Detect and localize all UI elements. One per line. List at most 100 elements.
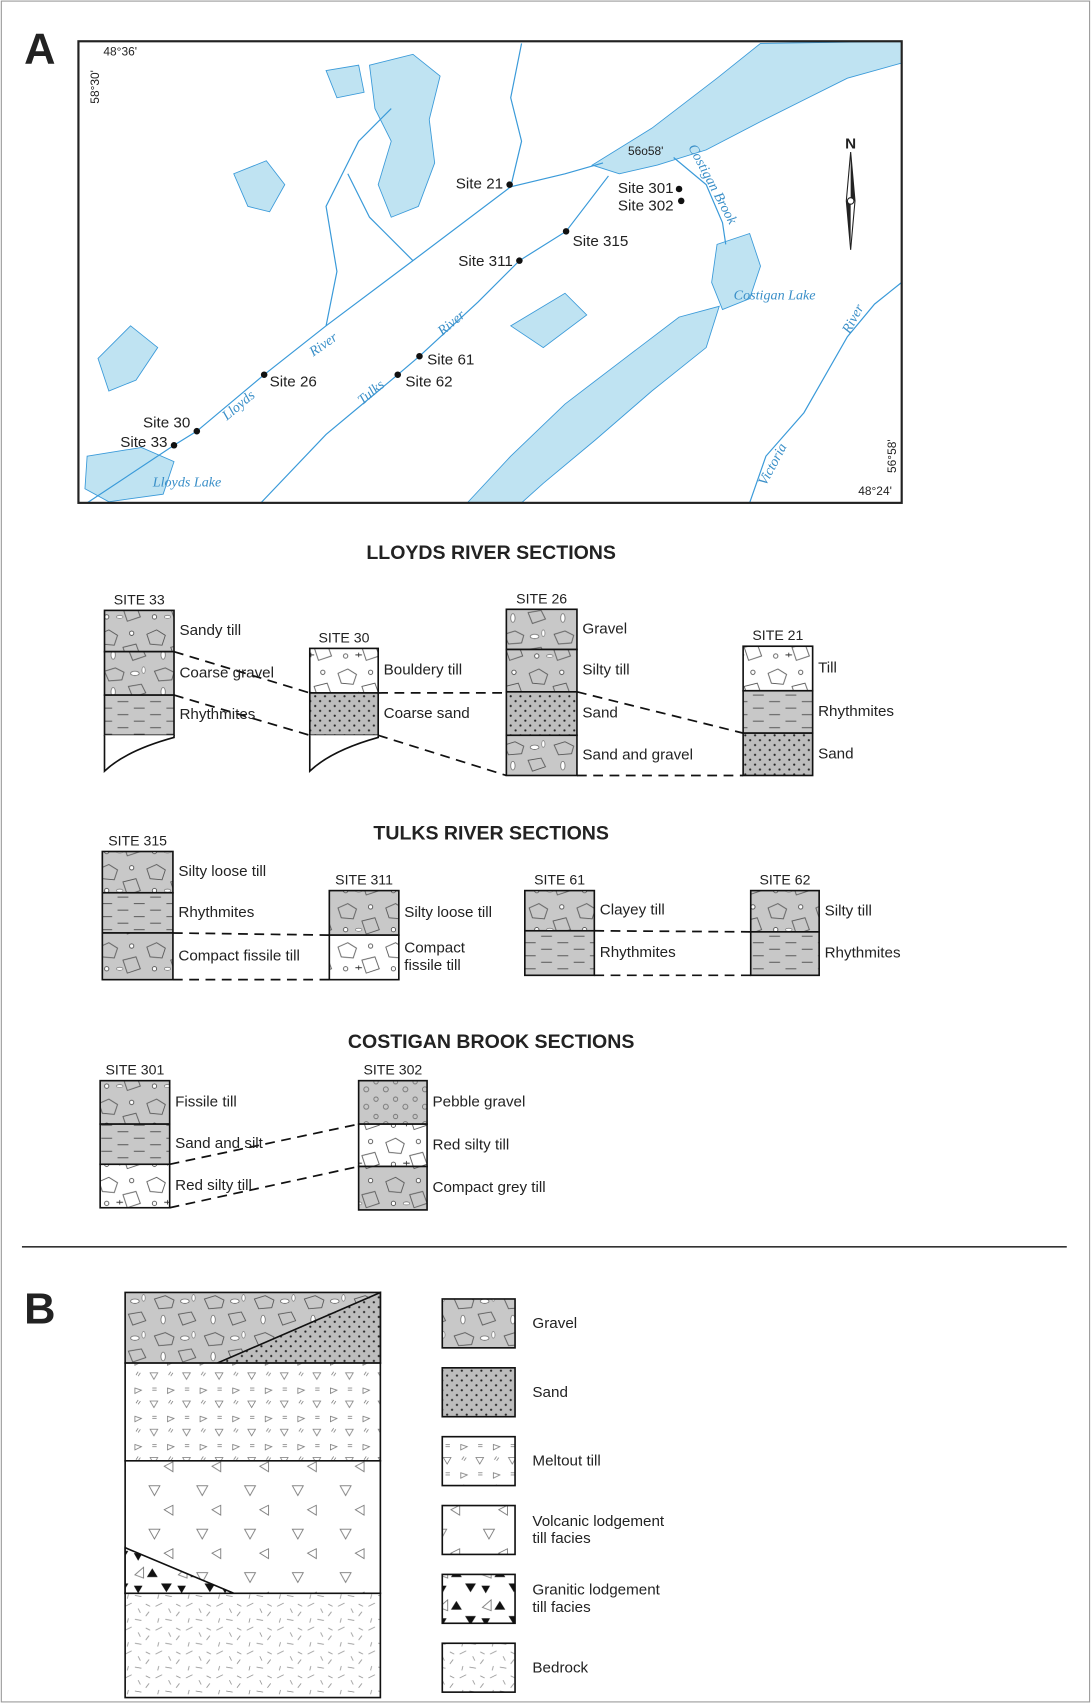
site-name: SITE 33: [114, 591, 165, 607]
panel-label: A: [24, 26, 55, 74]
site-name: SITE 62: [759, 872, 810, 888]
layer: [102, 933, 173, 980]
layer: [525, 931, 595, 976]
layer-label: Sandy till: [179, 622, 241, 639]
layer: [506, 649, 577, 691]
site-marker: [516, 257, 523, 264]
layer-label: Red silty till: [433, 1136, 510, 1153]
site-name: SITE 26: [516, 590, 567, 606]
layer: [310, 648, 378, 693]
north-label: N: [845, 135, 856, 152]
site-marker: [261, 371, 268, 378]
correlation-line: [173, 933, 329, 935]
site-name: SITE 301: [105, 1062, 164, 1078]
site-label: Site 315: [573, 233, 629, 250]
layer: [102, 852, 173, 893]
coordinate: 58°30': [88, 70, 102, 104]
layer: [329, 935, 399, 980]
layer-label: Rhythmites: [825, 945, 901, 962]
site-label: Site 26: [270, 373, 317, 390]
site-name: SITE 311: [335, 872, 393, 888]
layer: [359, 1081, 427, 1124]
site-label: Site 61: [427, 352, 474, 369]
legend-swatch: [442, 1437, 515, 1486]
legend-label: Gravel: [532, 1315, 577, 1332]
panel-b-column: [125, 1292, 380, 1697]
layer: [100, 1164, 170, 1207]
layer: [105, 695, 175, 735]
section-base: [310, 735, 378, 771]
layer: [329, 891, 399, 936]
section-base: [105, 735, 175, 771]
layer: [102, 893, 173, 933]
legend-swatch: [442, 1368, 515, 1417]
legend-label-line: Volcanic lodgement: [532, 1513, 664, 1530]
layer: [105, 652, 175, 695]
site-marker: [194, 428, 201, 435]
site-name: SITE 21: [752, 627, 803, 643]
coordinate: 48°36': [103, 44, 137, 58]
layer: [525, 891, 595, 931]
site-label: Site 21: [456, 176, 503, 193]
site-name: SITE 61: [534, 872, 585, 888]
legend-label: Sand: [532, 1384, 567, 1401]
layer: [125, 1363, 380, 1461]
place-name: Lloyds Lake: [152, 475, 222, 491]
site-marker: [171, 442, 178, 449]
layer-label: Fissile till: [175, 1093, 237, 1110]
site-marker: [416, 353, 423, 360]
layer-label: Rhythmites: [178, 904, 254, 921]
layer-label: Pebble gravel: [433, 1093, 526, 1110]
legend-label: Bedrock: [532, 1659, 588, 1676]
legend-label-line: till facies: [532, 1530, 591, 1547]
layer: [751, 932, 819, 975]
layer: [506, 735, 577, 775]
legend-swatch: [442, 1506, 515, 1555]
layer-label: Sand: [818, 745, 853, 762]
layer: [100, 1124, 170, 1164]
layer: [743, 733, 813, 775]
site-label: Site 62: [405, 373, 452, 390]
layer: [751, 891, 819, 932]
layer: [359, 1124, 427, 1166]
layer-label: Rhythmites: [179, 706, 255, 723]
coordinate: 56o58': [628, 144, 663, 158]
layer: [743, 691, 813, 733]
legend-label: Meltout till: [532, 1453, 600, 1470]
layer-label-line: fissile till: [404, 957, 461, 974]
layer-label: Coarse gravel: [179, 664, 274, 681]
layer-label: Compact fissile till: [178, 947, 300, 964]
correlation-line: [594, 931, 750, 932]
layer: [506, 692, 577, 735]
section-title: TULKS RIVER SECTIONS: [373, 822, 608, 844]
layer-label: Red silty till: [175, 1177, 252, 1194]
legend-label-line: Granitic lodgement: [532, 1582, 660, 1599]
layer-label: Silty till: [825, 902, 872, 919]
layer: [506, 609, 577, 649]
layer-label: Rhythmites: [818, 703, 894, 720]
layer: [105, 610, 175, 651]
site-marker: [676, 186, 683, 193]
site-marker: [394, 371, 401, 378]
coordinate: 56°58': [885, 439, 899, 473]
map: [78, 41, 901, 503]
layer-label: Sand: [582, 705, 617, 722]
site-name: SITE 302: [363, 1062, 422, 1078]
layer-label: Rhythmites: [600, 944, 676, 961]
layer-label: Sand and gravel: [582, 746, 693, 763]
section-title: LLOYDS RIVER SECTIONS: [366, 542, 616, 564]
site-label: Site 33: [120, 434, 167, 451]
legend-swatch: [442, 1643, 515, 1692]
legend-label-line: till facies: [532, 1599, 591, 1616]
layer: [125, 1593, 380, 1697]
layer: [310, 693, 378, 735]
layer-label: Coarse sand: [384, 705, 470, 722]
legend-swatch: [442, 1574, 515, 1623]
layer-label: Till: [818, 660, 837, 677]
place-name: Costigan Lake: [734, 288, 816, 304]
coordinate: 48°24': [858, 484, 892, 498]
layer: [743, 646, 813, 691]
site-label: Site 302: [618, 197, 674, 214]
